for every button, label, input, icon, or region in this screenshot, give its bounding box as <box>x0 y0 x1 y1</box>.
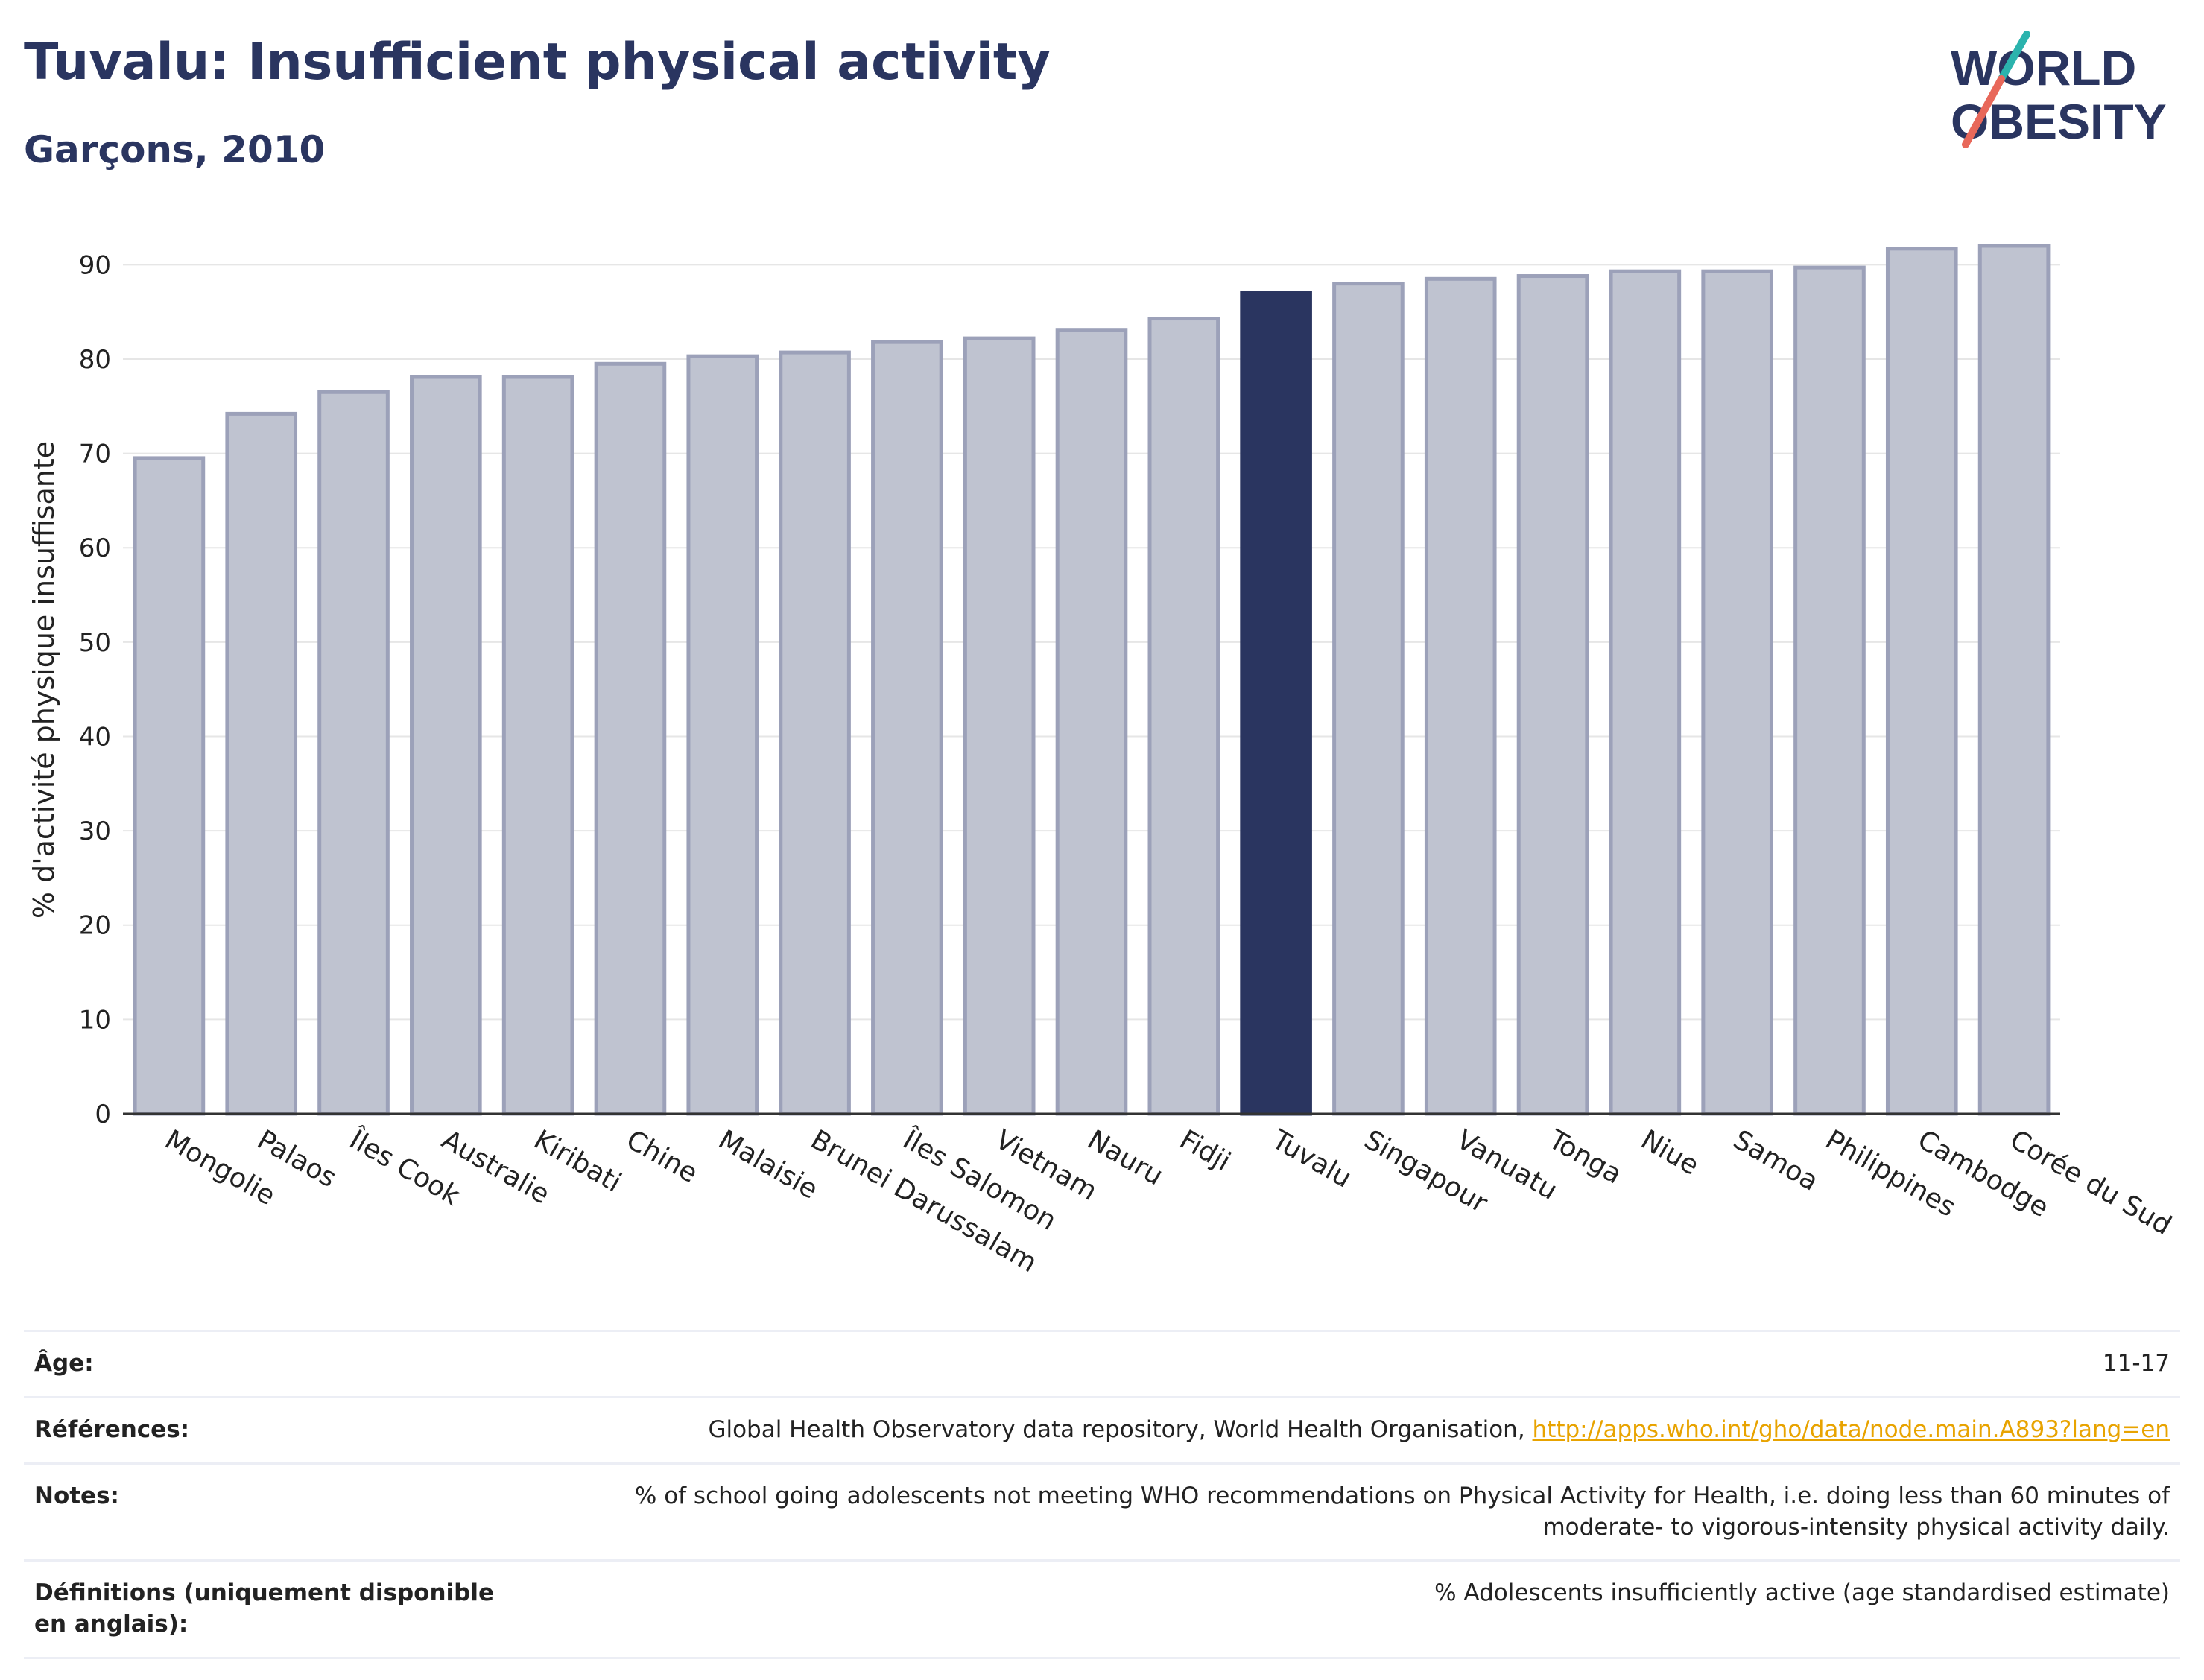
bar <box>317 390 390 1116</box>
bar <box>133 456 206 1116</box>
meta-row-definitions: Définitions (uniquement disponible en an… <box>24 1559 2180 1660</box>
x-tick-label: Niue <box>1635 1124 1703 1181</box>
bar <box>686 354 759 1116</box>
y-tick-label: 0 <box>95 1100 111 1129</box>
bar <box>594 361 667 1116</box>
y-tick-label: 20 <box>79 911 111 941</box>
y-tick-label: 50 <box>79 628 111 658</box>
bar <box>779 350 851 1116</box>
y-tick-label: 60 <box>79 533 111 563</box>
bar <box>1885 247 1958 1116</box>
bar <box>501 375 574 1116</box>
notes-value: % of school going adolescents not meetin… <box>536 1462 2180 1561</box>
bars <box>133 244 2051 1116</box>
bar <box>1147 317 1220 1116</box>
x-tick-label: Fidji <box>1174 1124 1235 1177</box>
y-tick-label: 70 <box>79 440 111 469</box>
bar <box>1609 269 1682 1116</box>
y-tick-label: 30 <box>79 817 111 846</box>
logo-text-obesity: OBESITY <box>1951 94 2167 149</box>
x-tick-label: Corée du Sud <box>2005 1124 2177 1241</box>
bar <box>1977 244 2051 1116</box>
x-tick-label: Tuvalu <box>1266 1124 1356 1194</box>
bar <box>871 340 943 1116</box>
meta-row-references: Références: Global Health Observatory da… <box>24 1395 2180 1464</box>
logo-slash-coral <box>1962 75 2005 148</box>
x-tick-label: Samoa <box>1728 1124 1823 1197</box>
logo-text-world: WORLD <box>1951 40 2136 95</box>
notes-label: Notes: <box>24 1462 536 1561</box>
page-title: Tuvalu: Insufficient physical activity <box>24 33 1051 92</box>
bar <box>1424 276 1497 1116</box>
y-tick-label: 10 <box>79 1005 111 1035</box>
references-label: Références: <box>24 1395 536 1464</box>
y-axis-title: % d'activité physique insuffisante <box>28 441 60 919</box>
y-tick-label: 40 <box>79 722 111 752</box>
definitions-value: % Adolescents insufficiently active (age… <box>536 1559 2180 1660</box>
meta-row-age: Âge: 11-17 <box>24 1330 2180 1398</box>
bar <box>1516 274 1589 1116</box>
logo-slash-teal <box>1998 31 2030 83</box>
age-value: 11-17 <box>536 1330 2180 1398</box>
bar <box>1793 265 1866 1116</box>
bar <box>963 336 1036 1116</box>
x-tick-label: Chine <box>621 1124 703 1189</box>
y-tick-label: 90 <box>79 250 111 280</box>
bar <box>1701 269 1773 1116</box>
y-tick-label: 80 <box>79 345 111 375</box>
definitions-label: Définitions (uniquement disponible en an… <box>24 1559 536 1660</box>
references-text: Global Health Observatory data repositor… <box>708 1416 1533 1443</box>
bar <box>225 411 298 1116</box>
references-value: Global Health Observatory data repositor… <box>536 1395 2180 1464</box>
world-obesity-logo: WORLD OBESITY <box>1951 31 2167 149</box>
age-label: Âge: <box>24 1330 536 1398</box>
bar <box>1332 282 1405 1116</box>
meta-row-notes: Notes: % of school going adolescents not… <box>24 1462 2180 1561</box>
references-link[interactable]: http://apps.who.int/gho/data/node.main.A… <box>1532 1416 2170 1443</box>
metadata-table: Âge: 11-17 Références: Global Health Obs… <box>24 1330 2180 1660</box>
y-axis-ticks: 0 10 20 30 40 50 60 70 80 90 <box>79 250 111 1129</box>
page-subtitle: Garçons, 2010 <box>24 128 326 171</box>
bar-highlight <box>1240 291 1312 1116</box>
x-tick-label: Malaisie <box>713 1124 823 1205</box>
bar <box>410 375 482 1116</box>
bar <box>1055 328 1128 1116</box>
